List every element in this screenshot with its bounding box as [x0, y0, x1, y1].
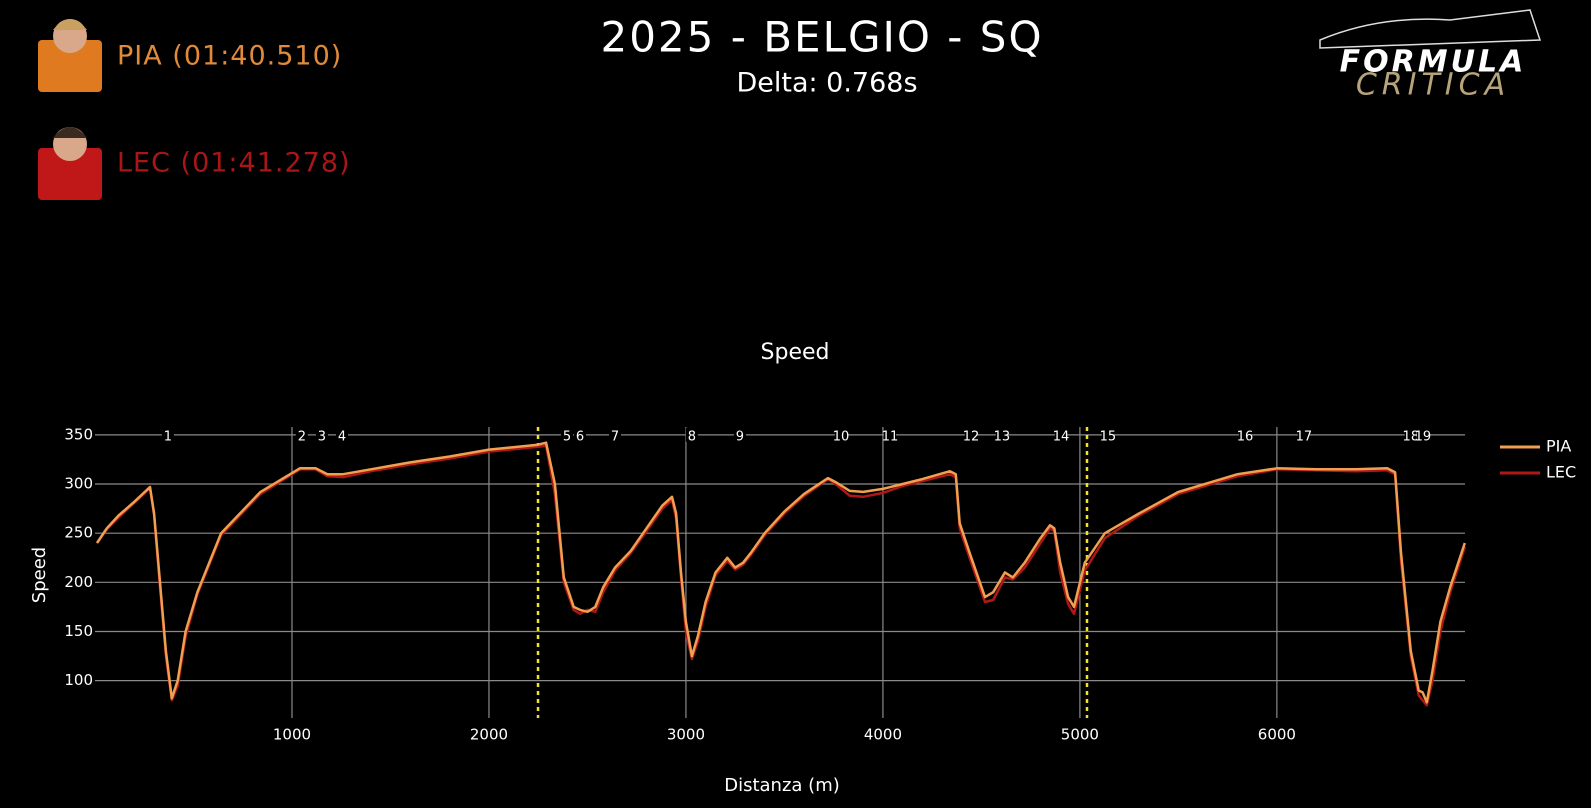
corner-label-bg — [1297, 427, 1310, 442]
corner-label: 5 — [563, 429, 571, 444]
corner-label-bg — [1416, 427, 1429, 442]
driver-label: PIA (01:40.510) — [117, 41, 342, 72]
page-subtitle: Delta: 0.768s — [736, 68, 917, 99]
corner-label: 10 — [833, 429, 850, 444]
corner-label-bg — [295, 427, 308, 442]
corner-label: 12 — [963, 429, 980, 444]
corner-label-bg — [1101, 427, 1114, 442]
page-title: 2025 - BELGIO - SQ — [600, 13, 1043, 62]
corner-label-bg — [560, 427, 573, 442]
speed-line — [95, 444, 1466, 707]
corner-label-bg — [161, 427, 174, 442]
corner-label-bg — [1054, 427, 1067, 442]
x-tick-label: 5000 — [1061, 726, 1099, 744]
y-tick-label: 300 — [64, 475, 93, 493]
corner-label-bg — [964, 427, 977, 442]
corner-label-bg — [1404, 427, 1417, 442]
y-tick-label: 100 — [64, 671, 93, 689]
corner-label: 18 — [1403, 429, 1420, 444]
corner-label: 6 — [576, 429, 584, 444]
corner-label-bg — [1238, 427, 1251, 442]
y-tick-label: 250 — [64, 524, 93, 542]
x-tick-label: 3000 — [667, 726, 705, 744]
logo-text: FORMULA — [1340, 45, 1527, 80]
corner-label: 13 — [994, 429, 1011, 444]
speed-line — [95, 441, 1466, 704]
x-tick-label: 4000 — [864, 726, 902, 744]
corner-label: 16 — [1237, 429, 1254, 444]
y-tick-label: 350 — [64, 425, 93, 443]
y-tick-label: 200 — [64, 573, 93, 591]
corner-label: 7 — [611, 429, 619, 444]
corner-label: 14 — [1053, 429, 1070, 444]
x-tick-label: 1000 — [273, 726, 311, 744]
corner-label-bg — [685, 427, 698, 442]
corner-label: 15 — [1100, 429, 1117, 444]
corner-label-bg — [573, 427, 586, 442]
corner-label: 11 — [882, 429, 899, 444]
x-axis-label: Distanza (m) — [724, 775, 840, 796]
corner-label: 17 — [1296, 429, 1313, 444]
corner-label: 2 — [298, 429, 306, 444]
corner-label-bg — [995, 427, 1008, 442]
corner-label: 9 — [736, 429, 744, 444]
corner-label-bg — [315, 427, 328, 442]
y-axis-label: Speed — [29, 547, 50, 603]
driver-label: LEC (01:41.278) — [117, 148, 351, 179]
corner-label: 19 — [1415, 429, 1432, 444]
logo-car — [1319, 9, 1542, 49]
driver-photo — [38, 127, 102, 200]
legend-label: PIA — [1546, 437, 1571, 456]
x-tick-label: 2000 — [470, 726, 508, 744]
y-tick-label: 150 — [64, 622, 93, 640]
corner-label: 4 — [338, 429, 346, 444]
x-tick-label: 6000 — [1258, 726, 1296, 744]
corner-label-bg — [609, 427, 622, 442]
corner-label: 1 — [164, 429, 172, 444]
corner-label: 8 — [688, 429, 696, 444]
driver-photo — [38, 19, 102, 92]
chart-title: Speed — [761, 340, 830, 365]
corner-label: 3 — [318, 429, 326, 444]
legend-label: LEC — [1546, 463, 1576, 482]
corner-label-bg — [733, 427, 746, 442]
corner-label-bg — [884, 427, 897, 442]
logo-text: CRITICA — [1356, 68, 1510, 103]
corner-label-bg — [336, 427, 349, 442]
corner-label-bg — [834, 427, 847, 442]
